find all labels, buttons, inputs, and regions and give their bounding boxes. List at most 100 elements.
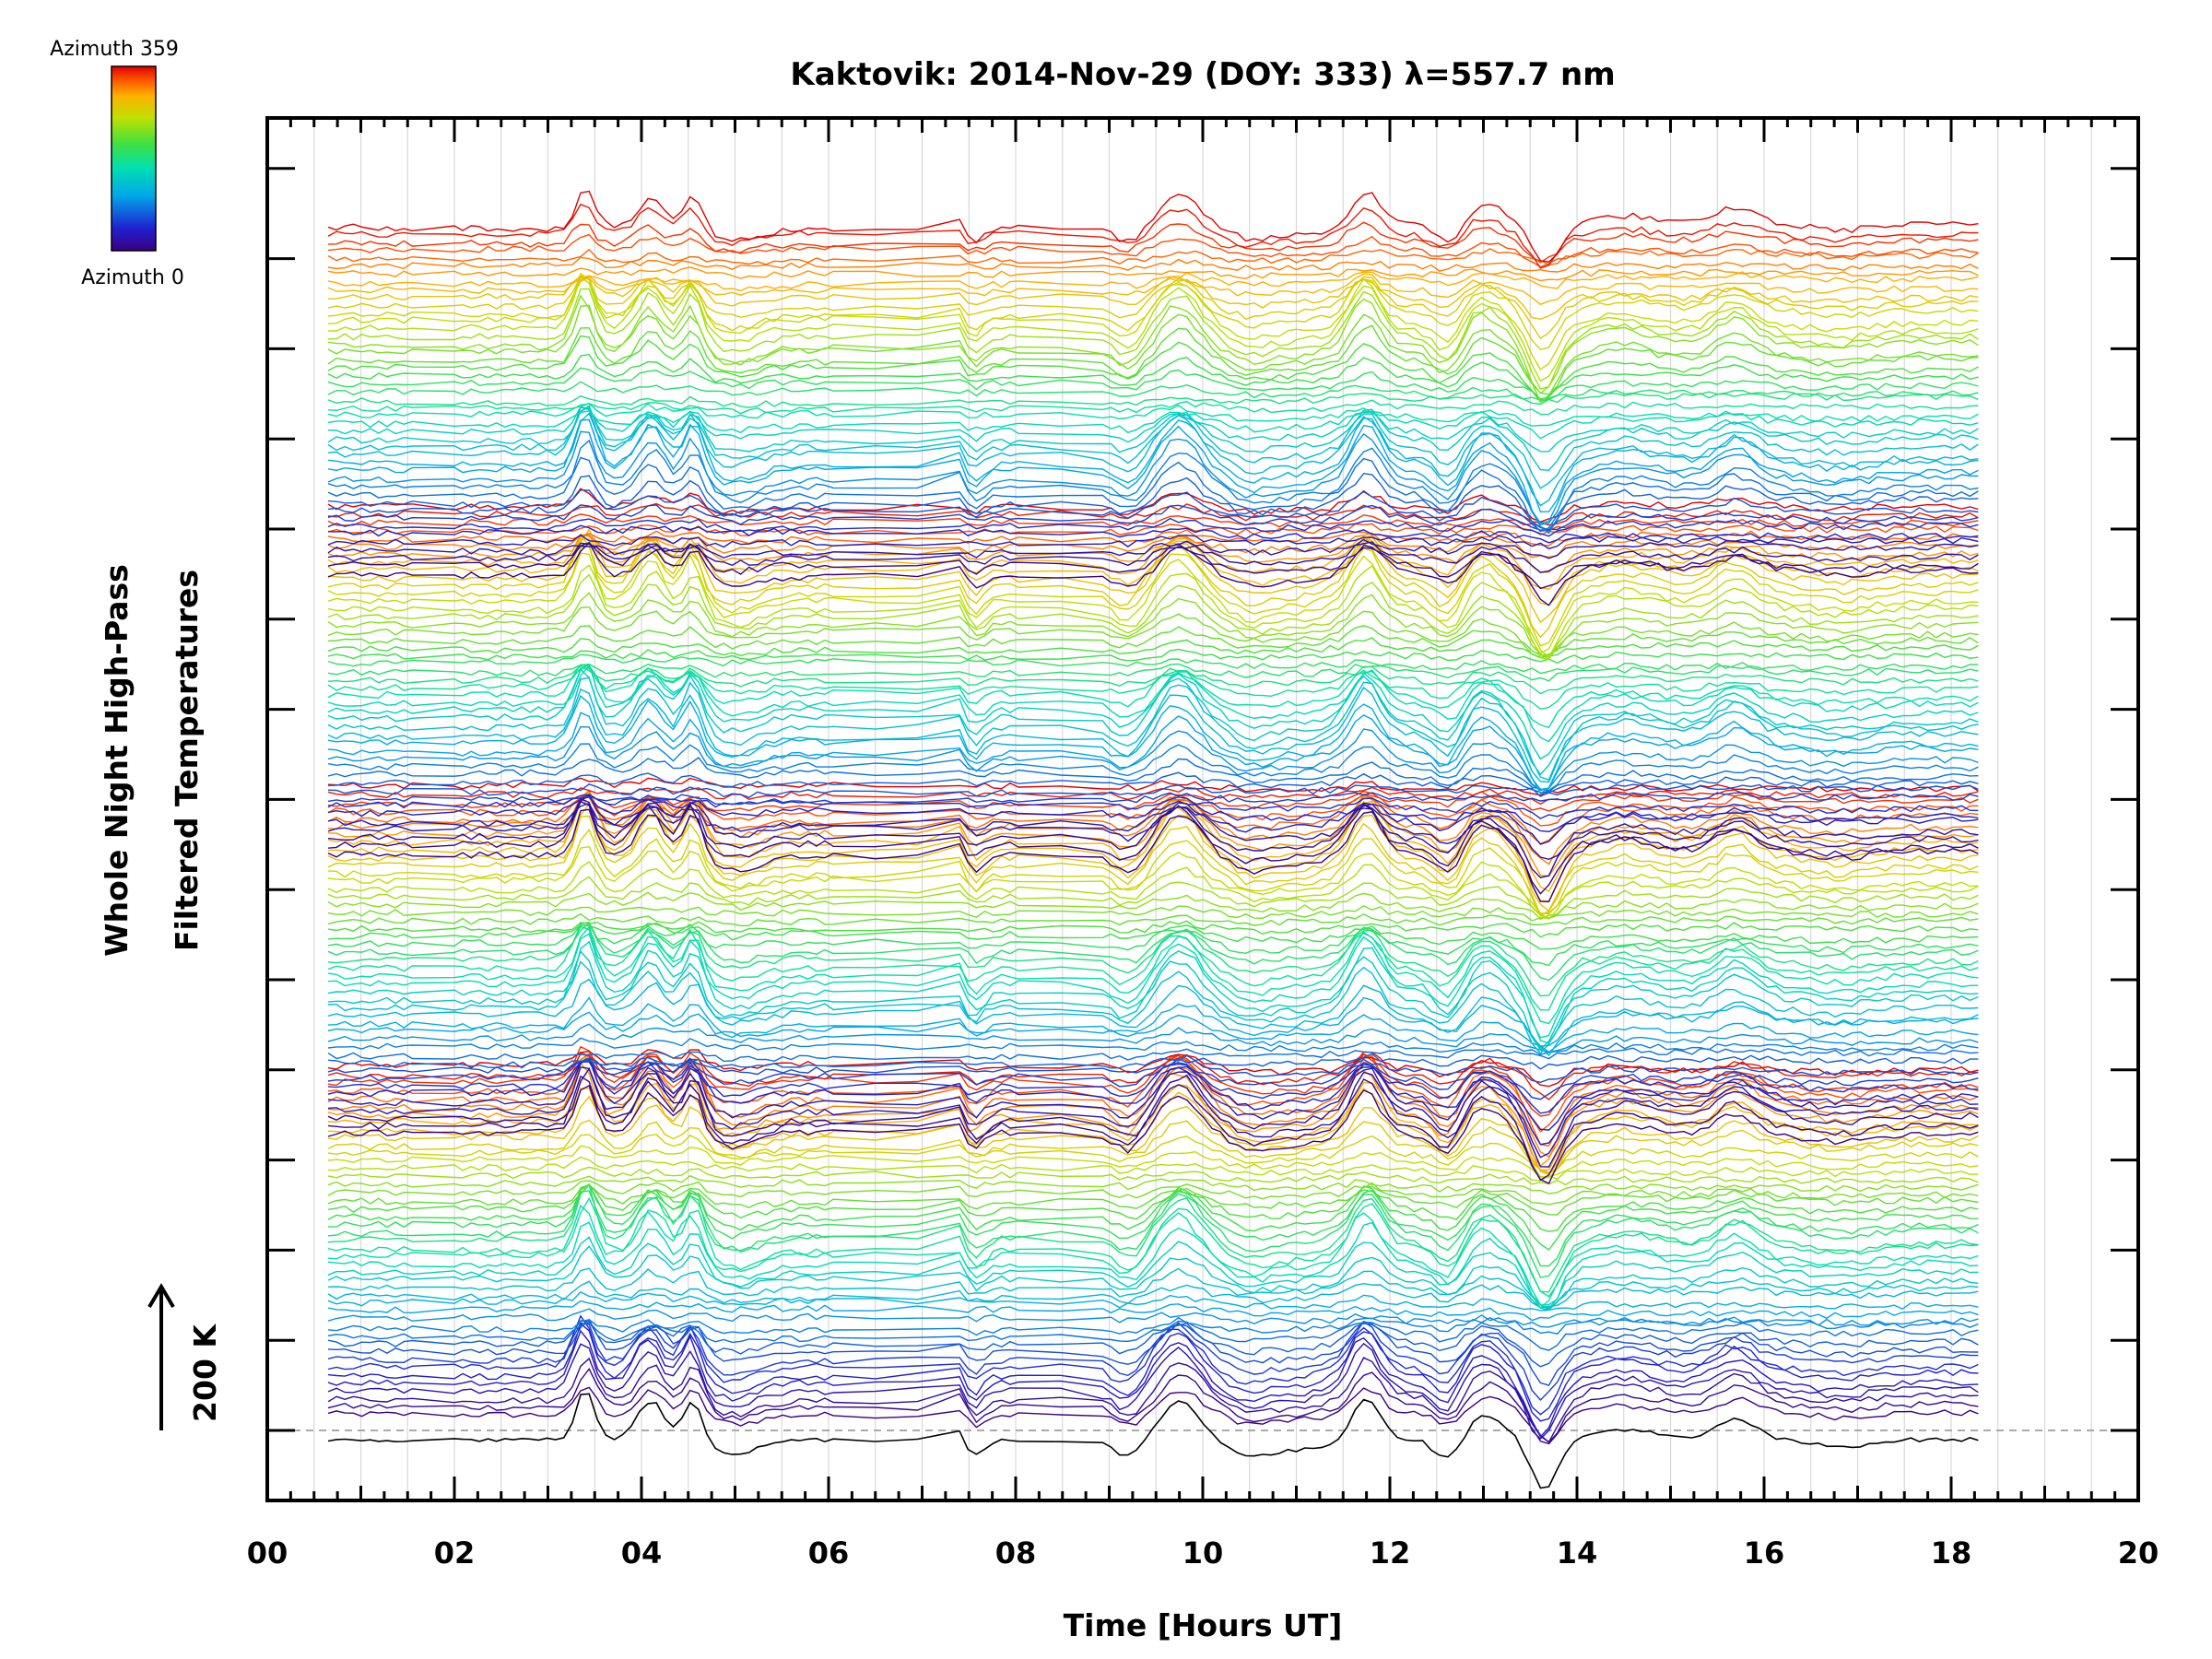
series-line-108 (327, 663, 1979, 760)
series-line-92 (327, 797, 1979, 878)
series-line-141 (327, 517, 1979, 537)
scale-bar: 200 K (147, 1283, 223, 1430)
series-line-22 (327, 1183, 1979, 1293)
series-line-110 (327, 664, 1979, 729)
colorbar-bottom-label: Azimuth 0 (81, 266, 184, 289)
series-line-83 (327, 789, 1979, 877)
series-line-156 (327, 399, 1979, 416)
series-line-45 (327, 1084, 1979, 1184)
series-line-8 (327, 1318, 1979, 1386)
series-line-62 (327, 949, 1979, 1051)
chart-title: Kaktovik: 2014-Nov-29 (DOY: 333) λ=557.7… (790, 56, 1615, 93)
series-line-77 (327, 845, 1979, 921)
series-line-79 (327, 815, 1979, 918)
series-lines (327, 190, 1979, 1489)
series-line-105 (327, 686, 1979, 783)
series-line-34 (327, 1119, 1979, 1173)
series-line-44 (327, 1049, 1979, 1088)
series-line-145 (327, 456, 1979, 533)
series-line-114 (327, 653, 1979, 675)
series-line-176 (327, 233, 1979, 268)
series-line-179 (327, 190, 1979, 263)
series-line-55 (327, 1047, 1979, 1063)
series-line-29 (327, 1174, 1979, 1194)
series-line-151 (327, 405, 1979, 489)
series-line-161 (327, 335, 1979, 403)
series-line-137 (327, 541, 1979, 573)
series-line-160 (327, 353, 1979, 400)
series-line-139 (327, 534, 1979, 550)
series-line-120 (327, 573, 1979, 661)
series-line-155 (327, 403, 1979, 427)
series-line-17 (327, 1245, 1979, 1311)
series-line-7 (327, 1320, 1979, 1402)
series-line-124 (327, 535, 1979, 639)
series-line-97 (327, 792, 1979, 806)
series-line-71 (327, 920, 1979, 938)
series-line-154 (327, 410, 1979, 440)
series-line-148 (327, 418, 1979, 524)
series-line-135 (327, 541, 1979, 606)
x-tick-label: 04 (621, 1535, 663, 1571)
x-tick-label: 18 (1931, 1535, 1972, 1571)
series-line-10 (327, 1320, 1979, 1351)
series-line-177 (327, 221, 1979, 264)
series-line-171 (327, 273, 1979, 306)
series-line-115 (327, 648, 1979, 665)
series-line-1 (327, 1367, 1979, 1443)
series-line-174 (327, 256, 1979, 273)
series-line-165 (327, 288, 1979, 390)
series-line-104 (327, 695, 1979, 794)
series-line-112 (327, 665, 1979, 695)
series-line-117 (327, 625, 1979, 656)
series-line-0 (327, 1386, 1979, 1445)
series-line-65 (327, 925, 1979, 1025)
series-line-47 (327, 1067, 1979, 1168)
x-tick-label: 16 (1744, 1535, 1785, 1571)
series-line-159 (327, 367, 1979, 403)
x-tick-label: 08 (995, 1535, 1037, 1571)
series-line-2 (327, 1357, 1979, 1443)
series-line-130 (327, 529, 1979, 547)
series-line-157 (327, 392, 1979, 408)
series-line-133 (327, 502, 1979, 526)
series-line-53 (327, 1057, 1979, 1084)
colorbar (111, 65, 157, 252)
series-line-60 (327, 978, 1979, 1057)
series-line-101 (327, 743, 1979, 792)
series-line-baseline (327, 1393, 1979, 1489)
series-line-93 (327, 794, 1979, 861)
x-tick-label: 20 (2118, 1535, 2159, 1571)
series-line-95 (327, 795, 1979, 833)
series-line-32 (327, 1145, 1979, 1178)
series-line-78 (327, 828, 1979, 916)
series-line-116 (327, 637, 1979, 659)
series-line-27 (327, 1183, 1979, 1216)
x-axis-title: Time [Hours UT] (1064, 1607, 1343, 1643)
series-line-52 (327, 1057, 1979, 1100)
series-line-136 (327, 541, 1979, 590)
colorbar-top-label: Azimuth 359 (50, 38, 179, 61)
series-line-167 (327, 272, 1979, 371)
series-line-73 (327, 905, 1979, 922)
scale-bar-label: 200 K (187, 1324, 223, 1422)
x-tick-label: 10 (1182, 1535, 1224, 1571)
series-line-175 (327, 248, 1979, 265)
series-line-15 (327, 1280, 1979, 1309)
series-line-70 (327, 923, 1979, 950)
series-line-81 (327, 797, 1979, 902)
series-line-91 (327, 800, 1979, 895)
series-line-178 (327, 203, 1979, 269)
series-line-143 (327, 488, 1979, 532)
series-line-48 (327, 1066, 1979, 1159)
y-axis-title-line1: Whole Night High-Pass (99, 564, 135, 957)
series-line-121 (327, 564, 1979, 659)
series-line-122 (327, 552, 1979, 654)
series-line-163 (327, 304, 1979, 404)
series-line-166 (327, 276, 1979, 382)
series-line-100 (327, 757, 1979, 793)
series-line-11 (327, 1316, 1979, 1336)
series-line-24 (327, 1183, 1979, 1267)
series-line-38 (327, 1062, 1979, 1168)
series-line-4 (327, 1329, 1979, 1438)
